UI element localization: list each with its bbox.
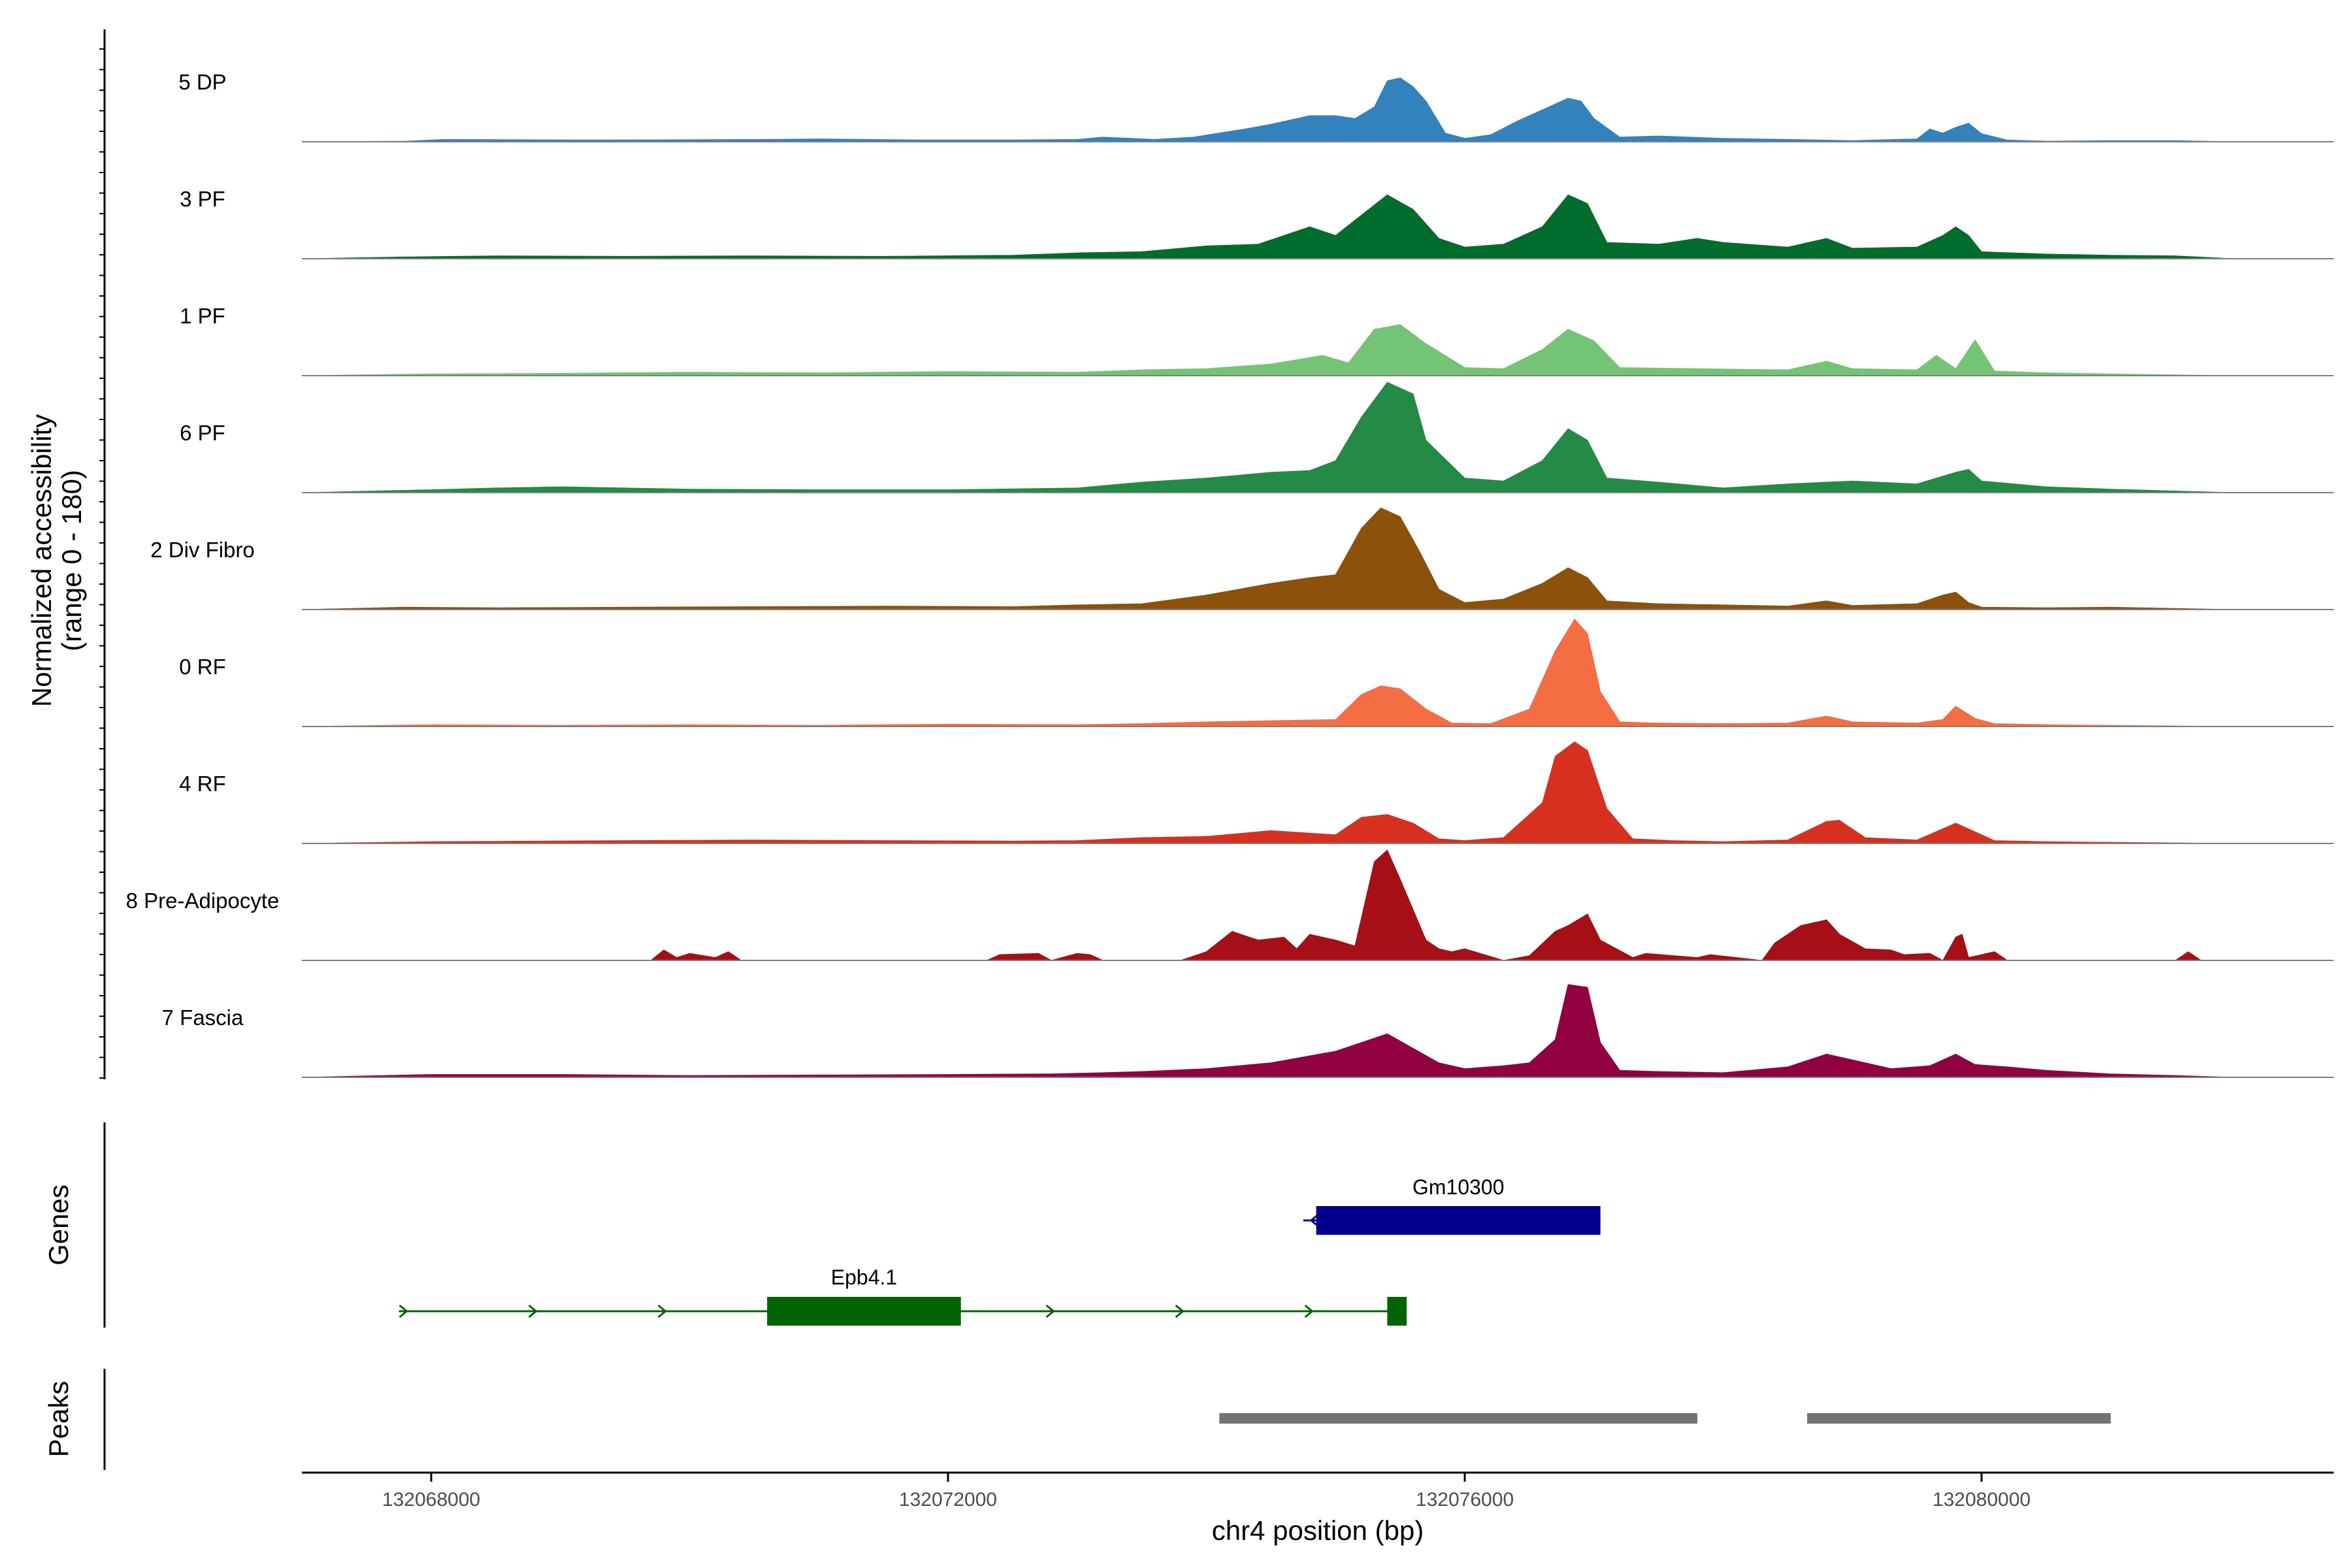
- x-axis-ticks: 132068000 132072000 132076000 132080000: [382, 1473, 2031, 1511]
- coverage-area: [302, 618, 2234, 727]
- x-tick-label: 132072000: [899, 1489, 997, 1511]
- coverage-area: [302, 194, 2234, 259]
- track-label: 4 RF: [179, 772, 226, 796]
- x-tick-label: 132076000: [1416, 1489, 1514, 1511]
- gene-label: Gm10300: [1413, 1175, 1505, 1199]
- strand-arrow: [1045, 1304, 1055, 1318]
- coverage-area: [302, 324, 2234, 376]
- strand-arrow: [657, 1304, 667, 1318]
- coverage-track: 1 PF: [180, 304, 2334, 376]
- coverage-area: [302, 741, 2234, 844]
- strand-arrow: [399, 1304, 408, 1318]
- strand-arrow: [1309, 1213, 1319, 1228]
- coverage-track: 0 RF: [179, 618, 2334, 727]
- x-axis-title: chr4 position (bp): [1212, 1515, 1424, 1546]
- coverage-track: 8 Pre-Adipocyte: [126, 849, 2334, 961]
- y-axis-title: Normalized accessibility: [26, 414, 57, 707]
- track-label: 5 DP: [178, 70, 226, 94]
- x-tick-label: 132080000: [1933, 1489, 2031, 1511]
- genes-panel: Gm10300 Epb4.1: [399, 1175, 1601, 1326]
- gene-exon: [767, 1297, 961, 1326]
- coverage-track: 7 Fascia: [162, 984, 2334, 1078]
- track-label: 8 Pre-Adipocyte: [126, 889, 280, 913]
- gene-label: Epb4.1: [831, 1266, 897, 1289]
- coverage-track: 5 DP: [178, 70, 2334, 142]
- gene-exon: [1387, 1297, 1407, 1326]
- x-tick-label: 132068000: [382, 1489, 480, 1511]
- gene-model: Epb4.1: [399, 1266, 1407, 1326]
- coverage-track: 4 RF: [179, 741, 2334, 844]
- coverage-track: 2 Div Fibro: [150, 507, 2334, 610]
- coverage-area: [302, 77, 2234, 142]
- gene-model: Gm10300: [1303, 1175, 1601, 1235]
- coverage-y-ticks: [99, 48, 105, 1079]
- gene-exon: [1316, 1206, 1601, 1235]
- y-axis-range-label: (range 0 - 180): [56, 470, 87, 651]
- coverage-track: 3 PF: [180, 187, 2334, 259]
- strand-arrow: [1175, 1304, 1184, 1318]
- strand-arrow: [528, 1304, 538, 1318]
- track-label: 7 Fascia: [162, 1005, 244, 1030]
- track-label: 0 RF: [179, 655, 226, 679]
- peaks-panel: [1219, 1413, 2111, 1424]
- track-label: 6 PF: [180, 421, 225, 445]
- coverage-track: 6 PF: [180, 382, 2334, 493]
- genes-panel-title: Genes: [43, 1184, 74, 1266]
- strand-arrow: [1304, 1304, 1314, 1318]
- track-label: 3 PF: [180, 187, 225, 211]
- coverage-tracks: 5 DP 3 PF 1 PF 6 PF 2 Div Fibro 0 RF 4 RF 8 Pre…: [126, 70, 2334, 1078]
- peak-bar: [1807, 1413, 2111, 1424]
- coverage-area: [302, 984, 2234, 1078]
- track-label: 1 PF: [180, 304, 225, 328]
- peak-bar: [1219, 1413, 1697, 1424]
- peaks-panel-title: Peaks: [43, 1381, 74, 1458]
- coverage-area: [302, 507, 2234, 610]
- coverage-area: [302, 849, 2234, 961]
- coverage-area: [302, 382, 2234, 493]
- track-label: 2 Div Fibro: [150, 538, 255, 562]
